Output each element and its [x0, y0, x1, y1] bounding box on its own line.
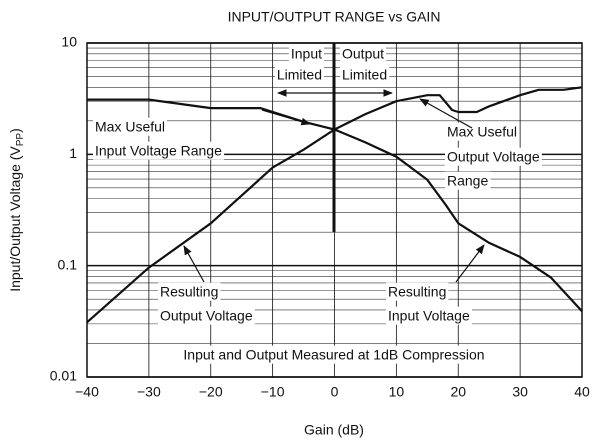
annotation: Limited [277, 67, 322, 83]
x-tick-label: 10 [389, 384, 405, 400]
arrows [183, 43, 485, 283]
label-background [386, 282, 449, 301]
annotation: Input Voltage [388, 308, 470, 324]
curves [86, 86, 583, 324]
x-tick-label: 0 [331, 384, 339, 400]
annotation: Limited [342, 67, 387, 83]
label-background [445, 122, 520, 141]
label-background [93, 141, 225, 160]
y-tick-label: 1 [69, 145, 77, 161]
label-background [445, 147, 542, 166]
label-background [181, 345, 487, 364]
plot-frame [86, 42, 583, 378]
annotation: Max Useful [95, 119, 165, 135]
annotation: Input [291, 46, 322, 62]
x-tick-label: 40 [574, 384, 590, 400]
pointer [261, 109, 311, 126]
annotation: Output Voltage [160, 308, 253, 324]
pointer [455, 244, 485, 283]
chart-title: INPUT/OUTPUT RANGE vs GAIN [228, 9, 441, 25]
annotation: Output [342, 46, 384, 62]
annotation: Output Voltage [447, 149, 540, 165]
series-line [86, 86, 583, 324]
label-background [386, 306, 472, 325]
x-tick-label: −40 [75, 384, 99, 400]
x-tick-label: −30 [137, 384, 161, 400]
label-background [158, 282, 221, 301]
label-background [445, 171, 491, 190]
annotation: Range [447, 173, 488, 189]
annotation: Max Useful [447, 124, 517, 140]
annotations: Input Limited Output Limited Max Useful Input… [93, 44, 542, 364]
x-tick-label: 30 [512, 384, 528, 400]
x-tick-label: −20 [199, 384, 223, 400]
label-background [158, 306, 255, 325]
x-axis-label: Gain (dB) [304, 422, 364, 438]
label-background [274, 65, 324, 84]
series-line [87, 98, 583, 312]
annotation: Input and Output Measured at 1dB Compres… [183, 347, 484, 363]
pointer [419, 98, 473, 129]
y-axis-label: Input/Output Voltage (VPP) [7, 128, 26, 292]
label-background [340, 44, 387, 63]
label-background [340, 65, 390, 84]
annotation: Resulting [388, 284, 446, 300]
annotation: Resulting [160, 284, 218, 300]
label-background [288, 44, 325, 63]
y-tick-label: 0.01 [50, 368, 77, 384]
pointer [183, 245, 205, 283]
x-tick-label: −10 [261, 384, 285, 400]
y-tick-label: 0.1 [58, 256, 78, 272]
x-tick-label: 20 [450, 384, 466, 400]
label-background [93, 117, 168, 136]
annotation: Input Voltage Range [95, 143, 222, 159]
y-tick-label: 10 [61, 34, 77, 50]
